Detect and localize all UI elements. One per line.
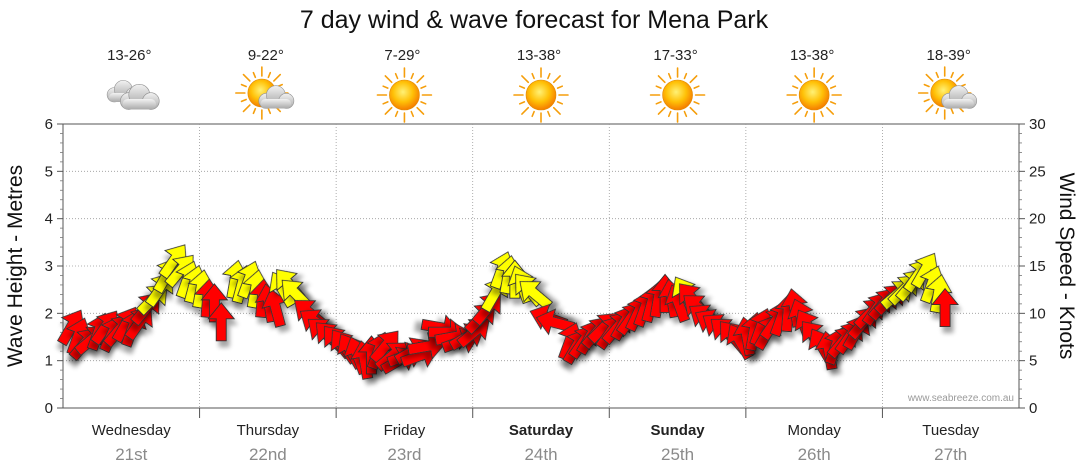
cloudy-icon bbox=[106, 80, 160, 110]
left-tick-label: 5 bbox=[45, 163, 53, 180]
day-name-label: Thursday bbox=[237, 422, 300, 439]
wind-arrow bbox=[207, 302, 236, 342]
gridlines bbox=[63, 124, 1019, 418]
temperature-range: 13-38° bbox=[790, 47, 834, 64]
day-date-label: 24th bbox=[524, 445, 557, 464]
credit-text: www.seabreeze.com.au bbox=[907, 393, 1014, 404]
sun-cloud-icon bbox=[235, 66, 295, 120]
day-name-label: Friday bbox=[384, 422, 426, 439]
right-tick-label: 15 bbox=[1029, 258, 1046, 275]
right-y-axis: 0 5 10 15 20 25 30 bbox=[1019, 116, 1046, 417]
temperature-range: 18-39° bbox=[927, 47, 971, 64]
wind-arrow bbox=[456, 318, 490, 349]
left-tick-label: 1 bbox=[45, 353, 53, 370]
chart-title: 7 day wind & wave forecast for Mena Park bbox=[300, 6, 769, 34]
left-tick-label: 4 bbox=[45, 211, 53, 228]
temperature-labels: 13-26° 9-22° 7-29° 13-38° 17-33° 13-38° 18-39° bbox=[107, 47, 971, 64]
right-tick-label: 25 bbox=[1029, 163, 1046, 180]
right-tick-label: 10 bbox=[1029, 305, 1046, 322]
left-tick-label: 0 bbox=[45, 400, 53, 417]
sun-cloud-icon bbox=[917, 66, 978, 120]
day-name-label: Monday bbox=[787, 422, 841, 439]
right-tick-label: 0 bbox=[1029, 400, 1037, 417]
left-tick-label: 3 bbox=[45, 258, 53, 275]
day-date-label: 22nd bbox=[249, 445, 287, 464]
temperature-range: 13-38° bbox=[517, 47, 561, 64]
day-date-label: 25th bbox=[661, 445, 694, 464]
sun-icon bbox=[376, 67, 433, 123]
wind-arrow bbox=[200, 283, 229, 323]
day-date-label: 23rd bbox=[387, 445, 421, 464]
temperature-range: 13-26° bbox=[107, 47, 151, 64]
right-tick-label: 30 bbox=[1029, 116, 1046, 133]
day-name-label: Wednesday bbox=[92, 422, 171, 439]
weather-icons bbox=[106, 66, 978, 123]
sun-icon bbox=[786, 67, 842, 123]
left-tick-label: 2 bbox=[45, 305, 53, 322]
sun-icon bbox=[649, 67, 706, 123]
day-name-label: Sunday bbox=[650, 422, 705, 439]
day-name-label: Saturday bbox=[509, 422, 574, 439]
day-date-label: 27th bbox=[934, 445, 967, 464]
temperature-range: 7-29° bbox=[384, 47, 420, 64]
temperature-range: 17-33° bbox=[653, 47, 697, 64]
day-date-label: 26th bbox=[798, 445, 831, 464]
left-tick-label: 6 bbox=[45, 116, 53, 133]
temperature-range: 9-22° bbox=[248, 47, 284, 64]
day-date-label: 21st bbox=[115, 445, 147, 464]
left-axis-label: Wave Height - Metres bbox=[4, 165, 27, 367]
day-name-label: Tuesday bbox=[922, 422, 979, 439]
left-y-axis: 0 1 2 3 4 5 6 bbox=[45, 116, 63, 417]
right-tick-label: 20 bbox=[1029, 211, 1046, 228]
wind-arrow bbox=[931, 287, 960, 328]
right-tick-label: 5 bbox=[1029, 353, 1037, 370]
day-labels: Wednesday 21st Thursday 22nd Friday 23rd Satur… bbox=[92, 422, 980, 464]
right-axis-label: Wind Speed - Knots bbox=[1055, 173, 1078, 360]
sun-icon bbox=[513, 67, 569, 123]
wind-arrows bbox=[57, 244, 960, 380]
